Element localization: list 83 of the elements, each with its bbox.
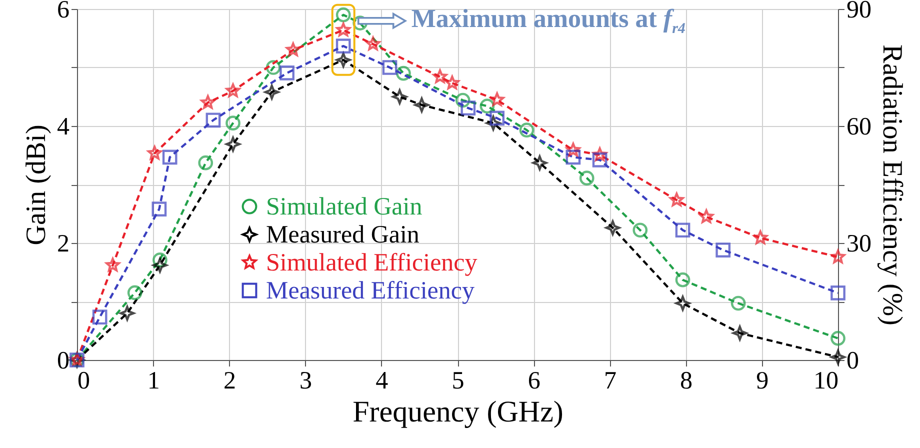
point: [730, 296, 746, 311]
point: [162, 150, 178, 165]
point: [605, 220, 620, 236]
point: [830, 330, 846, 346]
legend-label: Simulated Efficiency: [266, 250, 478, 276]
x-tick-label: 0: [78, 368, 90, 394]
point: [92, 310, 108, 325]
point: [382, 60, 398, 75]
point: [445, 76, 460, 90]
annotation: Maximum amounts at f$_{r4}$: [411, 4, 686, 38]
legend-label: Simulated Gain: [266, 194, 423, 220]
point: [732, 326, 748, 341]
point: [206, 112, 221, 128]
point: [336, 38, 351, 54]
y-tick-label: 6: [57, 0, 70, 24]
point: [152, 202, 167, 216]
point: [670, 192, 684, 206]
x-axis-title: Frequency (GHz): [352, 396, 564, 428]
point: [632, 222, 648, 238]
point: [264, 84, 280, 100]
point: [490, 92, 504, 106]
point: [336, 22, 350, 36]
y2-tick-label: 30: [846, 230, 872, 258]
point: [152, 258, 168, 273]
y-tick-label: 0: [57, 348, 70, 374]
x-tick-label: 1: [147, 368, 160, 394]
point: [120, 306, 135, 321]
point: [592, 152, 608, 168]
point: [699, 209, 714, 224]
x-tick-label: 6: [528, 368, 540, 394]
point: [716, 242, 731, 258]
point: [566, 150, 581, 165]
y2-tick-label: 0: [846, 348, 859, 374]
point: [753, 230, 768, 244]
point: [127, 285, 142, 300]
point: [830, 250, 846, 264]
y2-axis-title: Radiation Efficiency (%): [876, 44, 908, 326]
y-axis-title: Gain (dBi): [21, 124, 52, 246]
point: [460, 100, 476, 116]
point: [148, 146, 162, 160]
x-tick-label: 10: [814, 368, 838, 394]
point: [280, 66, 294, 80]
point: [675, 296, 690, 311]
point: [432, 69, 448, 84]
point: [396, 66, 411, 81]
point: [675, 222, 690, 238]
point: [486, 116, 501, 130]
point: [592, 147, 607, 162]
point: [414, 98, 430, 112]
point: [226, 116, 240, 130]
point: [830, 285, 846, 300]
point: [675, 272, 690, 288]
x-tick-label: 5: [452, 368, 464, 394]
legend-label: Measured Efficiency: [266, 278, 475, 304]
legend-label: Measured Gain: [266, 222, 420, 248]
point: [532, 155, 548, 170]
point: [198, 155, 214, 170]
point: [830, 350, 846, 364]
point: [392, 89, 408, 104]
point: [266, 60, 281, 75]
x-tick-label: 7: [604, 368, 616, 394]
x-tick-label: 2: [223, 368, 236, 394]
point: [226, 136, 240, 152]
point: [579, 170, 594, 186]
point: [566, 142, 580, 156]
point: [519, 122, 534, 138]
point: [480, 98, 495, 114]
point: [200, 95, 216, 109]
point: [336, 52, 351, 68]
y2-tick-label: 90: [846, 0, 872, 24]
y-tick-label: 4: [57, 114, 70, 140]
point: [286, 42, 300, 56]
y2-tick-label: 60: [846, 114, 872, 140]
x-tick-label: 8: [680, 368, 693, 394]
y-tick-label: 2: [57, 230, 70, 258]
x-tick-label: 9: [756, 368, 769, 394]
point: [336, 7, 351, 22]
x-tick-label: 3: [300, 368, 312, 394]
point: [226, 83, 240, 98]
point: [366, 36, 380, 50]
x-tick-label: 4: [376, 368, 389, 394]
point: [106, 258, 120, 272]
point: [455, 92, 470, 108]
